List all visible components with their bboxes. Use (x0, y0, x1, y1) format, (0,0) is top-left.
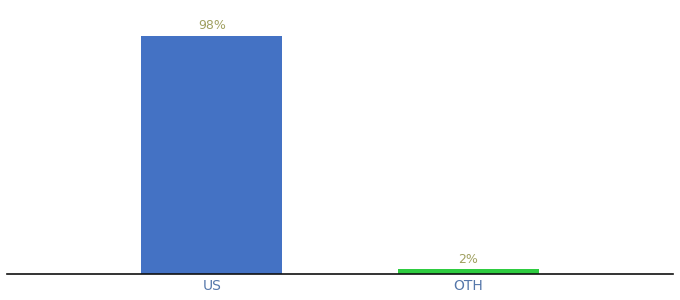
Bar (141, 36, 282, 274)
Bar (398, 269, 539, 274)
Text: 2%: 2% (458, 253, 478, 266)
Text: 98%: 98% (198, 20, 226, 32)
